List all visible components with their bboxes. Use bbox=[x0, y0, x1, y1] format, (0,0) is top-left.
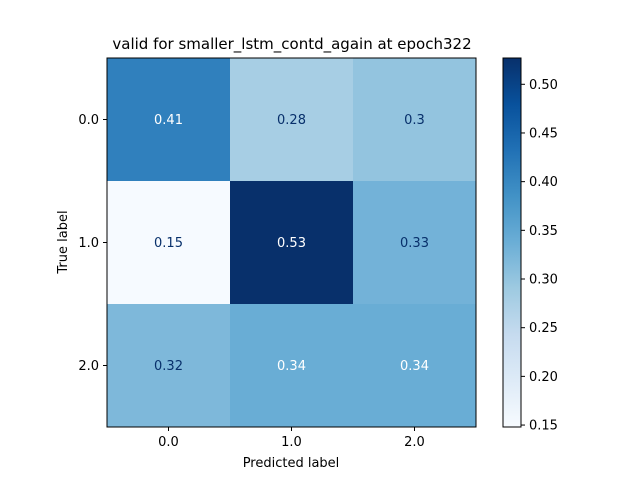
colorbar-tick-label: 0.40 bbox=[529, 175, 558, 190]
x-tick-label: 1.0 bbox=[281, 435, 302, 450]
heatmap-cells bbox=[107, 58, 477, 428]
heatmap-cell bbox=[107, 304, 231, 428]
heatmap-cell bbox=[353, 58, 477, 182]
colorbar-tick-label: 0.20 bbox=[529, 370, 558, 385]
colorbar-tick-label: 0.15 bbox=[529, 419, 558, 434]
y-tick-label: 2.0 bbox=[78, 359, 99, 374]
heatmap-cell-labels: 0.41 0.28 0.3 0.15 0.53 0.33 0.32 0.34 0.34 bbox=[154, 113, 429, 374]
heatmap-cell bbox=[230, 58, 354, 182]
cell-value-label: 0.34 bbox=[277, 359, 306, 374]
colorbar-ticks: 0.15 0.20 0.25 0.30 0.35 0.40 0.45 0.50 bbox=[521, 78, 558, 434]
chart-title: valid for smaller_lstm_contd_again at ep… bbox=[112, 35, 471, 54]
cell-value-label: 0.28 bbox=[277, 113, 306, 128]
x-axis-label: Predicted label bbox=[243, 456, 340, 471]
y-tick-label: 1.0 bbox=[78, 236, 99, 251]
x-tick-label: 2.0 bbox=[404, 435, 425, 450]
colorbar-tick-label: 0.25 bbox=[529, 321, 558, 336]
cell-value-label: 0.33 bbox=[400, 236, 429, 251]
cell-value-label: 0.15 bbox=[154, 236, 183, 251]
x-axis-ticks: 0.0 1.0 2.0 bbox=[158, 427, 425, 450]
y-axis-label: True label bbox=[56, 210, 71, 274]
colorbar-tick-label: 0.30 bbox=[529, 273, 558, 288]
colorbar bbox=[502, 57, 522, 428]
y-tick-label: 0.0 bbox=[78, 113, 99, 128]
heatmap-cell bbox=[107, 181, 231, 305]
heatmap-cell bbox=[353, 181, 477, 305]
cell-value-label: 0.32 bbox=[154, 359, 183, 374]
y-axis-ticks: 0.0 1.0 2.0 bbox=[78, 113, 107, 374]
x-tick-label: 0.0 bbox=[158, 435, 179, 450]
cell-value-label: 0.41 bbox=[154, 113, 183, 128]
cell-value-label: 0.3 bbox=[404, 113, 425, 128]
cell-value-label: 0.53 bbox=[277, 236, 306, 251]
heatmap-cell bbox=[107, 58, 231, 182]
heatmap-cell bbox=[230, 181, 354, 305]
colorbar-tick-label: 0.45 bbox=[529, 126, 558, 141]
cell-value-label: 0.34 bbox=[400, 359, 429, 374]
colorbar-tick-label: 0.35 bbox=[529, 224, 558, 239]
heatmap-cell bbox=[230, 304, 354, 428]
heatmap-cell bbox=[353, 304, 477, 428]
colorbar-tick-label: 0.50 bbox=[529, 78, 558, 93]
